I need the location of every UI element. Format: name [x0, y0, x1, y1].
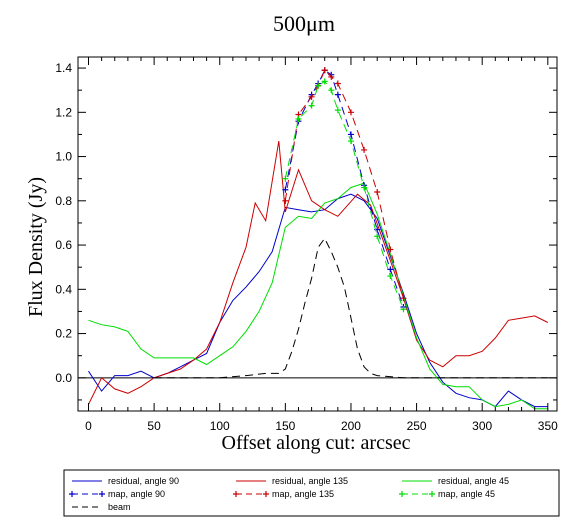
x-tick-label: 0	[85, 419, 92, 433]
data-point	[334, 80, 341, 87]
legend-marker	[233, 491, 239, 497]
legend-label: map, angle 45	[438, 489, 495, 499]
legend-box	[63, 469, 560, 517]
plot-area: 0 50 100 150 200 250 300 350 0.0 0.2 0.4 0.6 0.8 1.0 1…	[55, 56, 558, 433]
legend-label: map, angle 135	[272, 489, 334, 499]
legend-entries: residual, angle 90 residual, angle 135 res…	[69, 476, 509, 512]
data-point	[387, 266, 394, 273]
legend: residual, angle 90 residual, angle 135 res…	[63, 469, 560, 517]
data-point	[347, 138, 354, 145]
x-tick-label: 100	[210, 419, 230, 433]
data-point	[328, 87, 335, 94]
x-tick-label: 50	[147, 419, 161, 433]
legend-marker	[399, 491, 405, 497]
series-residual-angle-45	[88, 182, 548, 410]
series-line	[284, 69, 404, 308]
y-tick-label: 0.0	[55, 371, 72, 385]
legend-entry: residual, angle 135	[236, 476, 348, 486]
legend-entry: residual, angle 90	[72, 476, 179, 486]
data-point	[347, 131, 354, 138]
data-point	[334, 91, 341, 98]
y-tick-label: 0.4	[55, 282, 72, 296]
plot-frame	[77, 56, 558, 412]
y-tick-label: 0.2	[55, 327, 72, 341]
legend-entry: map, angle 90	[69, 489, 165, 499]
legend-label: residual, angle 45	[438, 476, 509, 486]
data-point	[282, 197, 289, 204]
x-tick-label: 250	[407, 419, 427, 433]
legend-entry: map, angle 45	[399, 489, 495, 499]
tick-layer: 0 50 100 150 200 250 300 350 0.0 0.2 0.4 0.6 0.8 1.0 1…	[55, 57, 558, 433]
series-line	[284, 69, 404, 299]
data-point	[328, 73, 335, 80]
x-tick-label: 150	[275, 419, 295, 433]
series-residual-angle-135	[88, 141, 549, 405]
series-line	[88, 182, 548, 410]
data-point	[361, 146, 368, 153]
series-layer	[88, 67, 549, 410]
data-point	[400, 306, 407, 313]
series-line	[88, 193, 548, 408]
legend-label: map, angle 90	[108, 489, 165, 499]
y-tick-label: 1.2	[55, 105, 72, 119]
data-point	[347, 109, 354, 116]
data-point	[282, 186, 289, 193]
x-tick-label: 350	[538, 419, 558, 433]
series-map-angle-90	[282, 67, 407, 311]
legend-marker	[69, 491, 75, 497]
series-line	[284, 80, 404, 310]
data-point	[334, 107, 341, 114]
data-point	[295, 115, 302, 122]
data-point	[321, 67, 328, 74]
data-point	[315, 82, 322, 89]
series-line	[154, 237, 548, 379]
data-point	[374, 233, 381, 240]
data-point	[321, 78, 328, 85]
series-line	[88, 141, 549, 405]
chart-title: 500μm	[273, 11, 335, 36]
y-tick-label: 1.0	[55, 150, 72, 164]
data-point	[387, 273, 394, 280]
series-map-angle-45	[282, 78, 407, 313]
x-tick-label: 200	[341, 419, 361, 433]
legend-label: residual, angle 135	[272, 476, 348, 486]
series-map-angle-135	[282, 67, 407, 302]
y-axis-label: Flux Density (Jy)	[25, 177, 47, 317]
legend-label: beam	[108, 502, 131, 512]
legend-label: residual, angle 90	[108, 476, 179, 486]
data-point	[374, 188, 381, 195]
legend-marker	[429, 491, 435, 497]
data-point	[361, 184, 368, 191]
y-tick-label: 1.4	[55, 61, 72, 75]
legend-entry: beam	[72, 502, 131, 512]
y-tick-label: 0.8	[55, 194, 72, 208]
data-point	[282, 175, 289, 182]
legend-marker	[99, 491, 105, 497]
legend-entry: map, angle 135	[233, 489, 334, 499]
legend-entry: residual, angle 45	[402, 476, 509, 486]
legend-marker	[263, 491, 269, 497]
x-tick-label: 300	[472, 419, 492, 433]
y-tick-label: 0.6	[55, 238, 72, 252]
data-point	[400, 295, 407, 302]
data-point	[308, 93, 315, 100]
series-beam	[154, 237, 548, 379]
x-axis-label: Offset along cut: arcsec	[222, 432, 411, 454]
data-point	[308, 102, 315, 109]
series-residual-angle-90	[88, 193, 548, 408]
data-point	[387, 246, 394, 253]
